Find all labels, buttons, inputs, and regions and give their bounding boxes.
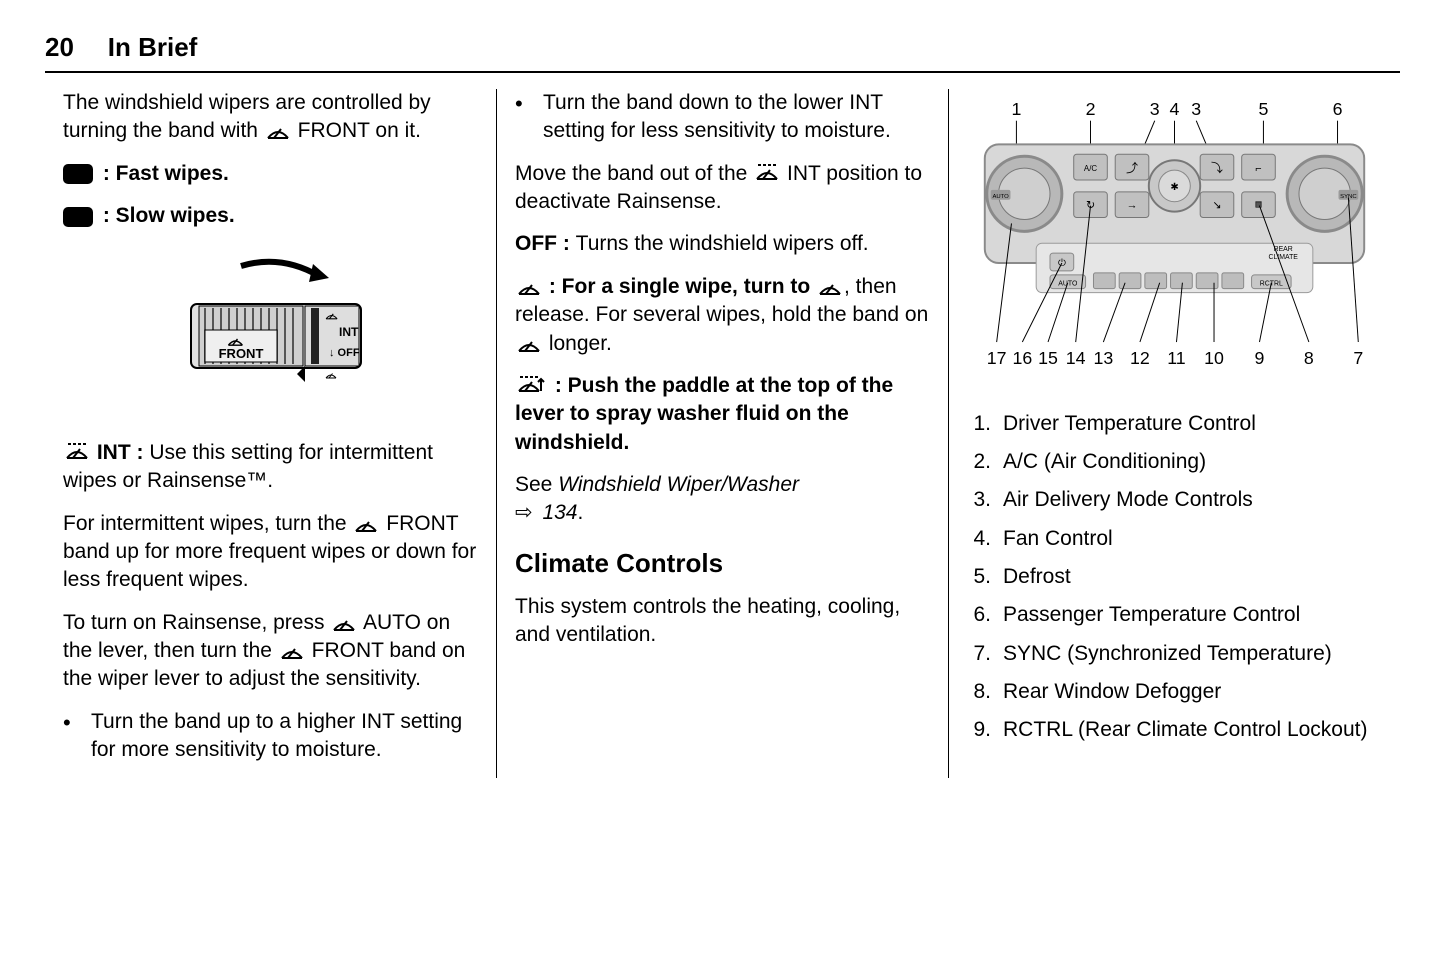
climate-panel-figure: 1 2 3 4 3 5 6: [967, 95, 1382, 391]
wiper-mist-icon-2: [818, 278, 842, 296]
list-item: 4.Fan Control: [967, 525, 1382, 553]
fast-wipes-icon: [63, 164, 93, 184]
svg-text:9: 9: [1255, 348, 1265, 368]
climate-controls-heading: Climate Controls: [515, 546, 930, 581]
svg-text:16: 16: [1012, 348, 1032, 368]
wiper-mist-icon: [517, 278, 541, 296]
wiper-int-icon-2: [755, 163, 779, 183]
svg-text:▦: ▦: [1255, 200, 1262, 209]
int-paragraph: INT : Use this setting for intermittent …: [63, 439, 478, 496]
svg-text:10: 10: [1204, 348, 1224, 368]
svg-text:AUTO: AUTO: [992, 194, 1009, 200]
slow-wipes-icon: [63, 207, 93, 227]
svg-text:4: 4: [1170, 99, 1180, 119]
wiper-stalk-figure: FRONT INT ↓ OFF: [63, 248, 478, 416]
svg-text:5: 5: [1258, 99, 1268, 119]
wiper-mist-icon-3: [517, 335, 541, 353]
svg-text:↓ OFF: ↓ OFF: [329, 347, 360, 359]
svg-text:CLIMATE: CLIMATE: [1268, 254, 1298, 261]
list-item: 8.Rear Window Defogger: [967, 678, 1382, 706]
wiper-int-icon: [65, 442, 89, 462]
list-item: 5.Defrost: [967, 563, 1382, 591]
list-item: • Turn the band down to the lower INT se…: [515, 89, 930, 146]
single-wipe-paragraph: : For a single wipe, turn to , then rele…: [515, 273, 930, 358]
bullet-icon: •: [63, 708, 91, 765]
page-header: 20 In Brief: [45, 30, 1400, 73]
content-columns: The windshield wipers are controlled by …: [45, 89, 1400, 778]
list-item: 2.A/C (Air Conditioning): [967, 448, 1382, 476]
rainsense-paragraph: To turn on Rainsense, press AUTO on the …: [63, 609, 478, 694]
sensitivity-list: • Turn the band up to a higher INT setti…: [63, 708, 478, 765]
svg-text:AUTO: AUTO: [1058, 281, 1078, 288]
svg-text:13: 13: [1093, 348, 1113, 368]
wiper-front-icon-2: [354, 515, 378, 533]
svg-text:→: →: [1127, 200, 1138, 212]
svg-text:↘: ↘: [1212, 200, 1221, 212]
list-item: 6.Passenger Temperature Control: [967, 601, 1382, 629]
svg-text:14: 14: [1066, 348, 1086, 368]
list-item: 1.Driver Temperature Control: [967, 410, 1382, 438]
wiper-front-icon-3: [280, 642, 304, 660]
wiper-intro: The windshield wipers are controlled by …: [63, 89, 478, 146]
list-item: 9.RCTRL (Rear Climate Control Lockout): [967, 716, 1382, 744]
svg-text:⤵: ⤵: [1211, 161, 1223, 175]
callout-num: 1: [1011, 99, 1021, 119]
section-title: In Brief: [108, 32, 198, 62]
svg-text:7: 7: [1353, 348, 1363, 368]
svg-text:11: 11: [1167, 348, 1186, 368]
column-1: The windshield wipers are controlled by …: [45, 89, 496, 778]
climate-intro: This system controls the heating, coolin…: [515, 593, 930, 650]
fast-wipes-line: : Fast wipes.: [63, 160, 478, 188]
reference-arrow-icon: ⇨: [515, 501, 533, 524]
svg-text:3: 3: [1191, 99, 1201, 119]
svg-text:⤴: ⤴: [1126, 161, 1138, 175]
svg-text:A/C: A/C: [1084, 164, 1097, 173]
deactivate-rainsense: Move the band out of the INT position to…: [515, 160, 930, 217]
page-number: 20: [45, 32, 74, 62]
svg-text:17: 17: [987, 348, 1007, 368]
stalk-front-label: FRONT: [218, 346, 263, 361]
bullet-icon: •: [515, 89, 543, 146]
list-item: • Turn the band up to a higher INT setti…: [63, 708, 478, 765]
svg-text:15: 15: [1038, 348, 1058, 368]
see-reference: See Windshield Wiper/Washer ⇨ 134.: [515, 471, 930, 528]
sensitivity-list-cont: • Turn the band down to the lower INT se…: [515, 89, 930, 146]
off-paragraph: OFF : Turns the windshield wipers off.: [515, 230, 930, 258]
svg-text:12: 12: [1130, 348, 1150, 368]
svg-text:6: 6: [1333, 99, 1343, 119]
int-paragraph-2: For intermittent wipes, turn the FRONT b…: [63, 510, 478, 595]
svg-text:8: 8: [1304, 348, 1314, 368]
svg-text:2: 2: [1086, 99, 1096, 119]
svg-text:✱: ✱: [1170, 182, 1178, 193]
washer-icon: [517, 375, 547, 395]
svg-text:INT: INT: [339, 325, 359, 339]
column-2: • Turn the band down to the lower INT se…: [496, 89, 948, 778]
slow-wipes-line: : Slow wipes.: [63, 202, 478, 230]
list-item: 3.Air Delivery Mode Controls: [967, 486, 1382, 514]
washer-paragraph: : Push the paddle at the top of the leve…: [515, 372, 930, 457]
column-3: 1 2 3 4 3 5 6: [948, 89, 1400, 778]
list-item: 7.SYNC (Synchronized Temperature): [967, 640, 1382, 668]
svg-text:⌐: ⌐: [1255, 163, 1261, 175]
wiper-front-icon: [266, 122, 290, 140]
svg-text:3: 3: [1150, 99, 1160, 119]
wiper-auto-icon: [332, 614, 356, 632]
climate-callout-list: 1.Driver Temperature Control 2.A/C (Air …: [967, 410, 1382, 745]
